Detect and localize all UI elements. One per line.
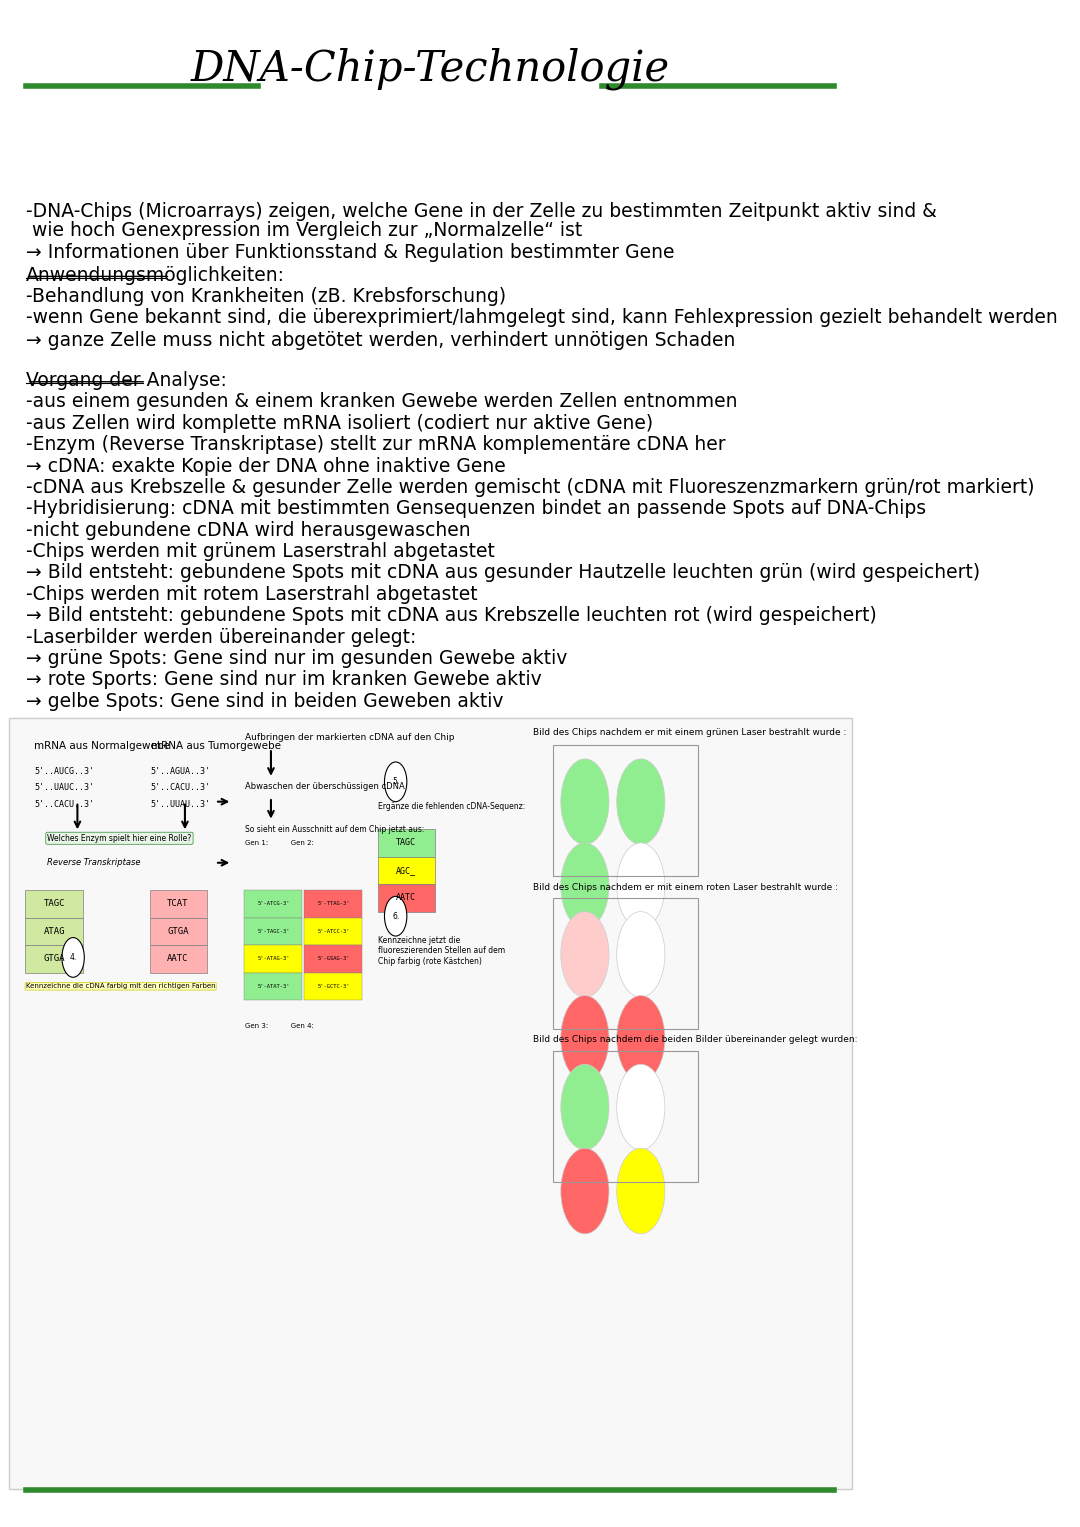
Text: → gelbe Spots: Gene sind in beiden Geweben aktiv: → gelbe Spots: Gene sind in beiden Geweb… [26, 692, 503, 710]
Text: 5'-ATCG-3': 5'-ATCG-3' [257, 901, 289, 907]
FancyBboxPatch shape [150, 918, 207, 945]
FancyBboxPatch shape [378, 857, 435, 884]
Circle shape [617, 996, 665, 1081]
Text: mRNA aus Tumorgewebe: mRNA aus Tumorgewebe [150, 741, 281, 751]
Text: -aus Zellen wird komplette mRNA isoliert (codiert nur aktive Gene): -aus Zellen wird komplette mRNA isoliert… [26, 414, 653, 432]
Text: 5'-GSAG-3': 5'-GSAG-3' [318, 956, 350, 962]
Text: Abwaschen der überschüssigen cDNA: Abwaschen der überschüssigen cDNA [245, 782, 405, 791]
Text: → Bild entsteht: gebundene Spots mit cDNA aus Krebszelle leuchten rot (wird gesp: → Bild entsteht: gebundene Spots mit cDN… [26, 606, 877, 625]
Text: -Enzym (Reverse Transkriptase) stellt zur mRNA komplementäre cDNA her: -Enzym (Reverse Transkriptase) stellt zu… [26, 435, 726, 454]
Circle shape [617, 843, 665, 928]
Text: So sieht ein Ausschnitt auf dem Chip jetzt aus:: So sieht ein Ausschnitt auf dem Chip jet… [245, 825, 424, 834]
Text: Gen 1:          Gen 2:: Gen 1: Gen 2: [245, 840, 314, 846]
Text: 5'..AGUA..3': 5'..AGUA..3' [150, 767, 211, 776]
Text: AATC: AATC [396, 893, 416, 902]
Text: Gen 3:          Gen 4:: Gen 3: Gen 4: [245, 1023, 314, 1029]
Text: 5'-ATAG-3': 5'-ATAG-3' [257, 956, 289, 962]
Text: → cDNA: exakte Kopie der DNA ohne inaktive Gene: → cDNA: exakte Kopie der DNA ohne inakti… [26, 457, 505, 475]
Text: Bild des Chips nachdem er mit einem roten Laser bestrahlt wurde :: Bild des Chips nachdem er mit einem rote… [534, 883, 838, 892]
Circle shape [561, 1064, 609, 1150]
Text: -nicht gebundene cDNA wird herausgewaschen: -nicht gebundene cDNA wird herausgewasch… [26, 521, 471, 539]
FancyBboxPatch shape [9, 718, 851, 1489]
Circle shape [561, 1148, 609, 1234]
Text: Bild des Chips nachdem er mit einem grünen Laser bestrahlt wurde :: Bild des Chips nachdem er mit einem grün… [534, 728, 847, 738]
FancyBboxPatch shape [378, 829, 435, 857]
Text: 5'..CACU..3': 5'..CACU..3' [150, 783, 211, 793]
Text: → Informationen über Funktionsstand & Regulation bestimmter Gene: → Informationen über Funktionsstand & Re… [26, 243, 674, 261]
Text: Aufbringen der markierten cDNA auf den Chip: Aufbringen der markierten cDNA auf den C… [245, 733, 455, 742]
Circle shape [561, 843, 609, 928]
Circle shape [561, 759, 609, 844]
FancyBboxPatch shape [244, 945, 302, 973]
Text: 5'..CACU..3': 5'..CACU..3' [35, 800, 94, 809]
Text: 5'-GCTC-3': 5'-GCTC-3' [318, 983, 350, 989]
Text: Bild des Chips nachdem die beiden Bilder übereinander gelegt wurden:: Bild des Chips nachdem die beiden Bilder… [534, 1035, 858, 1044]
Text: Welches Enzym spielt hier eine Rolle?: Welches Enzym spielt hier eine Rolle? [48, 834, 191, 843]
Text: → Bild entsteht: gebundene Spots mit cDNA aus gesunder Hautzelle leuchten grün (: → Bild entsteht: gebundene Spots mit cDN… [26, 563, 980, 582]
Text: -DNA-Chips (Microarrays) zeigen, welche Gene in der Zelle zu bestimmten Zeitpunk: -DNA-Chips (Microarrays) zeigen, welche … [26, 202, 936, 220]
Text: Kennzeichne jetzt die
fluoreszierenden Stellen auf dem
Chip farbig (rote Kästche: Kennzeichne jetzt die fluoreszierenden S… [378, 936, 505, 967]
Circle shape [561, 996, 609, 1081]
FancyBboxPatch shape [150, 945, 207, 973]
Circle shape [617, 1148, 665, 1234]
Text: -Laserbilder werden übereinander gelegt:: -Laserbilder werden übereinander gelegt: [26, 628, 416, 646]
Text: DNA-Chip-Technologie: DNA-Chip-Technologie [190, 47, 670, 90]
FancyBboxPatch shape [244, 918, 302, 945]
Text: 4.: 4. [69, 953, 77, 962]
Text: → grüne Spots: Gene sind nur im gesunden Gewebe aktiv: → grüne Spots: Gene sind nur im gesunden… [26, 649, 567, 667]
Text: -Behandlung von Krankheiten (zB. Krebsforschung): -Behandlung von Krankheiten (zB. Krebsfo… [26, 287, 505, 305]
Circle shape [561, 912, 609, 997]
Text: TAGC: TAGC [396, 838, 416, 847]
Text: 6.: 6. [392, 912, 400, 921]
Text: Ergänze die fehlenden cDNA-Sequenz:: Ergänze die fehlenden cDNA-Sequenz: [378, 802, 526, 811]
Circle shape [62, 938, 84, 977]
Text: 5'-ATAT-3': 5'-ATAT-3' [257, 983, 289, 989]
Text: -cDNA aus Krebszelle & gesunder Zelle werden gemischt (cDNA mit Fluoreszenzmarke: -cDNA aus Krebszelle & gesunder Zelle we… [26, 478, 1035, 496]
Text: → ganze Zelle muss nicht abgetötet werden, verhindert unnötigen Schaden: → ganze Zelle muss nicht abgetötet werde… [26, 331, 735, 350]
Text: 5'-TTAG-3': 5'-TTAG-3' [318, 901, 350, 907]
FancyBboxPatch shape [150, 890, 207, 918]
Circle shape [617, 759, 665, 844]
Text: Reverse Transkriptase: Reverse Transkriptase [48, 858, 140, 867]
Text: GTGA: GTGA [167, 927, 189, 936]
Text: GTGA: GTGA [43, 954, 65, 964]
Circle shape [384, 762, 407, 802]
Circle shape [617, 912, 665, 997]
FancyBboxPatch shape [244, 890, 302, 918]
Circle shape [617, 1064, 665, 1150]
Text: → rote Sports: Gene sind nur im kranken Gewebe aktiv: → rote Sports: Gene sind nur im kranken … [26, 670, 541, 689]
Text: 5.: 5. [392, 777, 400, 786]
Text: 5'-ATCC-3': 5'-ATCC-3' [318, 928, 350, 935]
Text: -aus einem gesunden & einem kranken Gewebe werden Zellen entnommen: -aus einem gesunden & einem kranken Gewe… [26, 392, 738, 411]
FancyBboxPatch shape [25, 890, 82, 918]
Text: TAGC: TAGC [43, 899, 65, 909]
FancyBboxPatch shape [305, 918, 362, 945]
Text: wie hoch Genexpression im Vergleich zur „Normalzelle“ ist: wie hoch Genexpression im Vergleich zur … [26, 221, 582, 240]
FancyBboxPatch shape [305, 890, 362, 918]
FancyBboxPatch shape [25, 945, 82, 973]
Text: 5'..AUCG..3': 5'..AUCG..3' [35, 767, 94, 776]
Text: -Chips werden mit rotem Laserstrahl abgetastet: -Chips werden mit rotem Laserstrahl abge… [26, 585, 477, 603]
Text: AGC_: AGC_ [396, 866, 416, 875]
Text: 5'-TAGC-3': 5'-TAGC-3' [257, 928, 289, 935]
Circle shape [384, 896, 407, 936]
Text: Anwendungsmöglichkeiten:: Anwendungsmöglichkeiten: [26, 266, 285, 284]
Text: -Hybridisierung: cDNA mit bestimmten Gensequenzen bindet an passende Spots auf D: -Hybridisierung: cDNA mit bestimmten Gen… [26, 499, 926, 518]
Text: ATAG: ATAG [43, 927, 65, 936]
FancyBboxPatch shape [305, 973, 362, 1000]
Text: Vorgang der Analyse:: Vorgang der Analyse: [26, 371, 227, 389]
Text: AATC: AATC [167, 954, 189, 964]
FancyBboxPatch shape [305, 945, 362, 973]
Text: -wenn Gene bekannt sind, die überexprimiert/lahmgelegt sind, kann Fehlexpression: -wenn Gene bekannt sind, die überexprimi… [26, 308, 1057, 327]
Text: TCAT: TCAT [167, 899, 189, 909]
Text: mRNA aus Normalgewebe: mRNA aus Normalgewebe [35, 741, 171, 751]
Text: 5'..UUAU..3': 5'..UUAU..3' [150, 800, 211, 809]
Text: 5'..UAUC..3': 5'..UAUC..3' [35, 783, 94, 793]
Text: -Chips werden mit grünem Laserstrahl abgetastet: -Chips werden mit grünem Laserstrahl abg… [26, 542, 495, 560]
Text: Kennzeichne die cDNA farbig mit den richtigen Farben: Kennzeichne die cDNA farbig mit den rich… [26, 983, 215, 989]
FancyBboxPatch shape [378, 884, 435, 912]
FancyBboxPatch shape [244, 973, 302, 1000]
FancyBboxPatch shape [25, 918, 82, 945]
